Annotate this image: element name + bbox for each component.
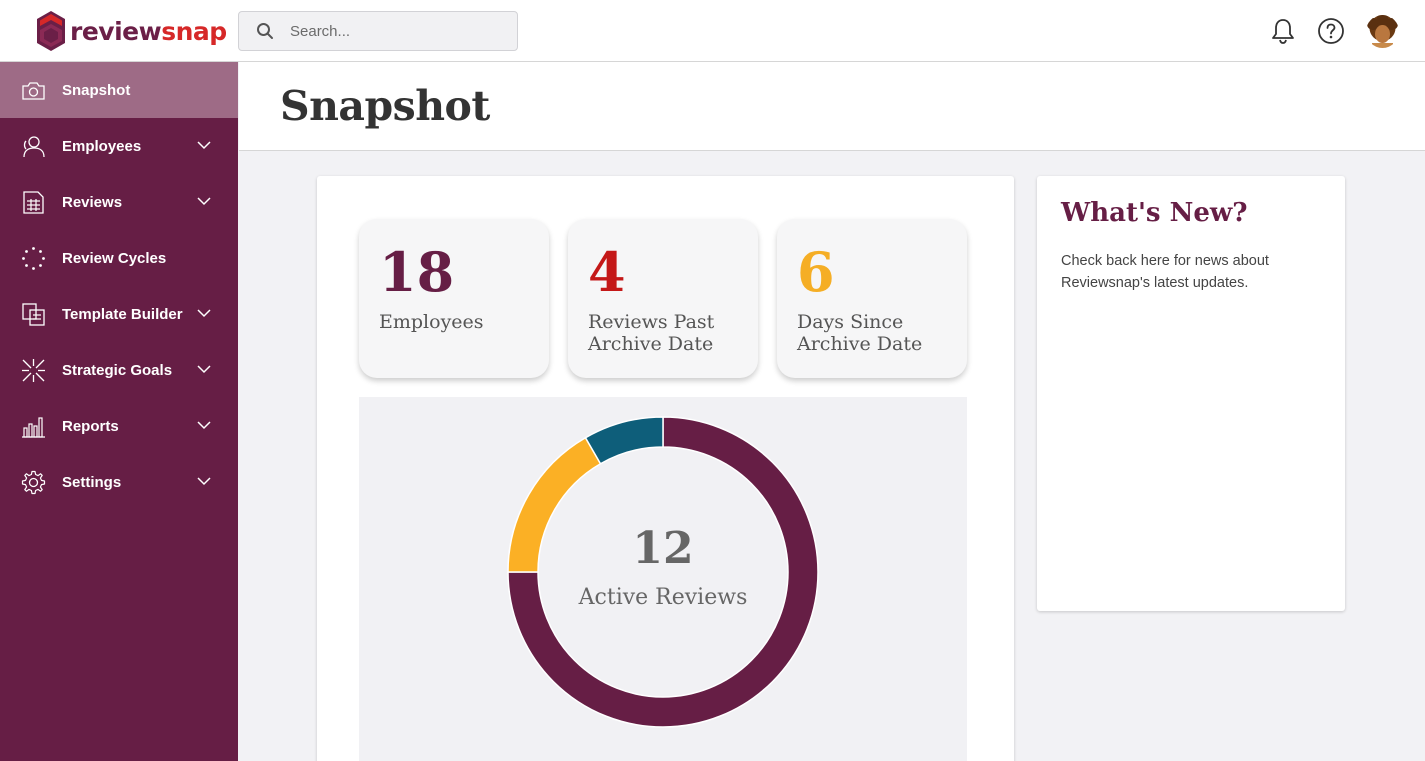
stat-card-days-since-archive[interactable]: 6 Days Since Archive Date xyxy=(777,219,967,378)
sidebar-item-label: Settings xyxy=(62,473,122,491)
sidebar: Snapshot Employees Reviews xyxy=(0,62,238,761)
bar-chart-icon xyxy=(22,417,45,438)
chevron-down-icon[interactable] xyxy=(196,419,212,431)
donut-segment-2[interactable] xyxy=(584,416,664,465)
people-icon xyxy=(23,136,45,158)
sidebar-item-label: Review Cycles xyxy=(62,249,167,267)
help-icon xyxy=(1318,18,1344,44)
search-box[interactable] xyxy=(238,11,518,51)
sidebar-item-review-cycles[interactable]: Review Cycles xyxy=(0,230,238,286)
search-icon xyxy=(257,23,273,39)
sidebar-item-label: Strategic Goals xyxy=(62,361,173,379)
top-bar: reviewsnap xyxy=(0,0,1425,62)
chevron-down-icon[interactable] xyxy=(196,139,212,151)
document-grid-icon xyxy=(23,191,44,214)
stat-label: Days Since Archive Date xyxy=(797,311,923,355)
sidebar-item-label: Reports xyxy=(62,417,119,435)
whats-new-body: Check back here for news about Reviewsna… xyxy=(1061,253,1269,291)
bell-icon xyxy=(1272,19,1294,44)
whats-new-title: What's New? xyxy=(1061,198,1248,228)
sidebar-item-reports[interactable]: Reports xyxy=(0,398,238,454)
page-title: Snapshot xyxy=(280,82,490,130)
sidebar-item-template-builder[interactable]: Template Builder xyxy=(0,286,238,342)
stat-label: Employees xyxy=(379,311,484,333)
sidebar-item-settings[interactable]: Settings xyxy=(0,454,238,510)
stat-value: 6 xyxy=(797,240,835,304)
stat-card-reviews-past-archive[interactable]: 4 Reviews Past Archive Date xyxy=(568,219,758,378)
logo-mark-icon xyxy=(37,11,65,51)
logo-text: reviewsnap xyxy=(70,16,227,46)
chevron-down-icon[interactable] xyxy=(196,307,212,319)
help-button[interactable] xyxy=(1316,16,1346,46)
sidebar-item-reviews[interactable]: Reviews xyxy=(0,174,238,230)
sidebar-item-strategic-goals[interactable]: Strategic Goals xyxy=(0,342,238,398)
stat-value: 18 xyxy=(379,240,455,304)
donut-chart xyxy=(507,416,819,728)
reviewsnap-logo[interactable]: reviewsnap xyxy=(36,9,227,53)
sidebar-item-employees[interactable]: Employees xyxy=(0,118,238,174)
chevron-down-icon[interactable] xyxy=(196,475,212,487)
chevron-down-icon[interactable] xyxy=(196,363,212,375)
camera-icon xyxy=(22,82,45,100)
chevron-down-icon[interactable] xyxy=(196,195,212,207)
sidebar-item-label: Template Builder xyxy=(62,305,183,323)
donut-segment-0[interactable] xyxy=(507,416,819,728)
chart-center-value: 12 xyxy=(632,523,694,574)
arrows-converge-icon xyxy=(22,359,45,382)
stat-card-employees[interactable]: 18 Employees xyxy=(359,219,549,378)
sidebar-item-label: Reviews xyxy=(62,193,123,211)
search-input[interactable] xyxy=(290,22,490,40)
chart-center-label: Active Reviews xyxy=(578,585,748,610)
stat-label: Reviews Past Archive Date xyxy=(588,311,715,355)
sidebar-item-label: Employees xyxy=(62,137,142,155)
whats-new-card: What's New? Check back here for news abo… xyxy=(1037,176,1345,611)
stat-value: 4 xyxy=(588,240,626,304)
sidebar-item-label: Snapshot xyxy=(62,81,131,99)
page-header: Snapshot xyxy=(239,62,1425,151)
user-avatar[interactable] xyxy=(1366,15,1399,48)
snapshot-card: 18 Employees 4 Reviews Past Archive Date… xyxy=(317,176,1014,761)
active-reviews-chart: 12 Active Reviews xyxy=(359,397,967,761)
gear-icon xyxy=(21,470,46,495)
dotted-circle-icon xyxy=(22,247,45,270)
notifications-button[interactable] xyxy=(1268,16,1298,46)
main-content: Snapshot 18 Employees 4 Reviews Past Arc… xyxy=(239,62,1425,761)
template-icon xyxy=(22,303,45,326)
sidebar-item-snapshot[interactable]: Snapshot xyxy=(0,62,238,118)
